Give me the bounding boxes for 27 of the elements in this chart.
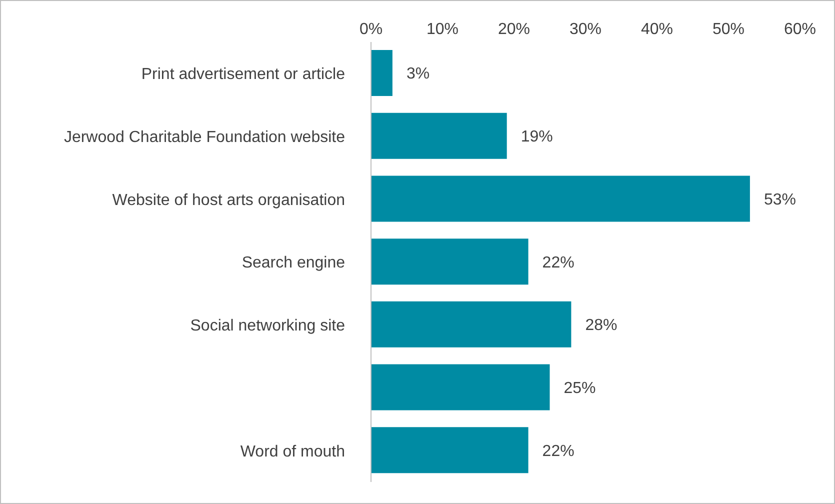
bar <box>371 427 528 474</box>
y-tick-label: Jerwood Charitable Foundation website <box>64 128 346 146</box>
x-tick-label: 30% <box>569 21 602 38</box>
y-tick-label: Print advertisement or article <box>141 66 346 84</box>
bar <box>371 112 507 159</box>
y-tick-label: Search engine <box>242 254 346 272</box>
bar <box>371 176 750 222</box>
x-tick-label: 40% <box>640 21 674 38</box>
x-tick-label: 60% <box>784 21 816 38</box>
x-tick-label: 10% <box>426 21 459 38</box>
bar <box>371 50 392 96</box>
data-label: 28% <box>585 317 618 334</box>
bar <box>371 364 550 410</box>
y-tick-label: Website of host arts organisation <box>112 192 345 209</box>
data-label: 22% <box>542 254 574 272</box>
y-tick-label: Social networking site <box>190 318 346 335</box>
data-label: 22% <box>542 442 574 460</box>
data-label: 19% <box>520 128 553 146</box>
bar <box>371 301 572 348</box>
bar <box>371 238 528 285</box>
x-tick-label: 50% <box>712 21 745 38</box>
x-tick-label: 0% <box>359 21 383 38</box>
data-label: 25% <box>564 380 596 397</box>
data-label: 3% <box>406 66 430 83</box>
data-label: 53% <box>764 191 796 208</box>
x-tick-label: 20% <box>498 21 530 38</box>
y-tick-label: Word of mouth <box>240 443 345 460</box>
